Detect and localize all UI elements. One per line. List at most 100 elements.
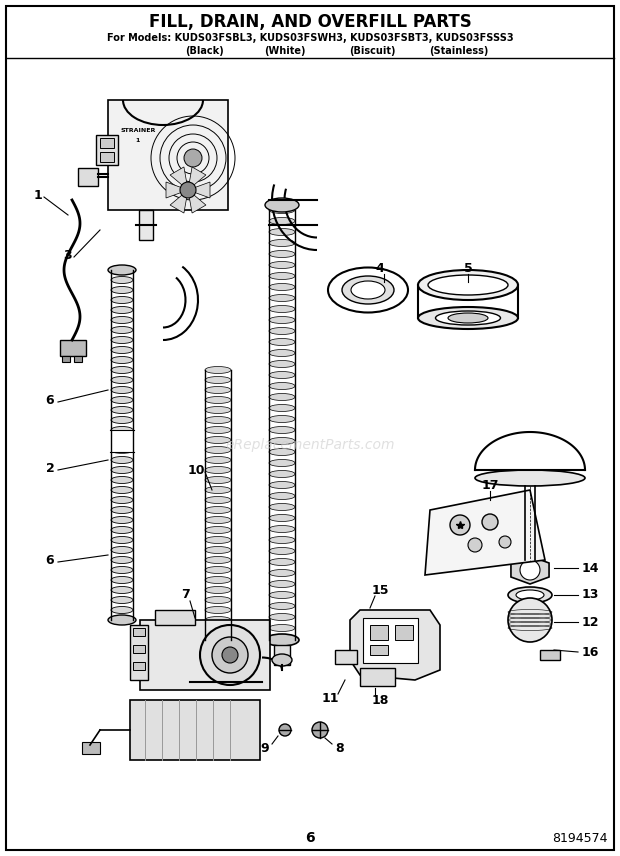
- Ellipse shape: [111, 586, 133, 593]
- Bar: [139, 210, 153, 240]
- Ellipse shape: [111, 366, 133, 373]
- Polygon shape: [350, 610, 440, 680]
- Text: (White): (White): [265, 46, 306, 56]
- Ellipse shape: [205, 387, 231, 394]
- Ellipse shape: [205, 567, 231, 574]
- Ellipse shape: [111, 336, 133, 343]
- Ellipse shape: [269, 558, 295, 566]
- Ellipse shape: [205, 417, 231, 424]
- Ellipse shape: [205, 627, 231, 633]
- Ellipse shape: [269, 526, 295, 532]
- Ellipse shape: [269, 338, 295, 346]
- Bar: [370, 645, 388, 655]
- Ellipse shape: [272, 654, 292, 666]
- Ellipse shape: [205, 546, 231, 554]
- Text: For Models: KUDS03FSBL3, KUDS03FSWH3, KUDS03FSBT3, KUDS03FSSS3: For Models: KUDS03FSBL3, KUDS03FSWH3, KU…: [107, 33, 513, 43]
- Ellipse shape: [205, 586, 231, 593]
- Ellipse shape: [269, 569, 295, 576]
- Ellipse shape: [108, 265, 136, 275]
- Ellipse shape: [205, 377, 231, 383]
- Text: 14: 14: [582, 562, 599, 574]
- Ellipse shape: [269, 217, 295, 224]
- Ellipse shape: [111, 556, 133, 563]
- Ellipse shape: [205, 537, 231, 544]
- Ellipse shape: [111, 287, 133, 294]
- Ellipse shape: [111, 477, 133, 484]
- Ellipse shape: [205, 496, 231, 503]
- Ellipse shape: [269, 349, 295, 356]
- Ellipse shape: [205, 576, 231, 584]
- Ellipse shape: [205, 396, 231, 403]
- Ellipse shape: [111, 437, 133, 443]
- Ellipse shape: [269, 317, 295, 324]
- Ellipse shape: [269, 328, 295, 335]
- Ellipse shape: [205, 486, 231, 494]
- Text: (Stainless): (Stainless): [429, 46, 489, 56]
- Ellipse shape: [205, 507, 231, 514]
- Bar: [133, 645, 145, 653]
- Ellipse shape: [269, 405, 295, 412]
- Ellipse shape: [269, 580, 295, 587]
- Bar: [210, 645, 226, 661]
- Text: 16: 16: [582, 645, 599, 658]
- Ellipse shape: [111, 537, 133, 544]
- Polygon shape: [170, 190, 188, 213]
- Ellipse shape: [269, 426, 295, 433]
- Ellipse shape: [269, 294, 295, 301]
- Bar: [100, 152, 114, 162]
- Ellipse shape: [269, 492, 295, 500]
- Ellipse shape: [269, 449, 295, 455]
- Ellipse shape: [205, 597, 231, 603]
- Ellipse shape: [111, 266, 133, 274]
- Ellipse shape: [269, 283, 295, 290]
- Ellipse shape: [111, 317, 133, 324]
- Ellipse shape: [269, 415, 295, 423]
- Ellipse shape: [269, 460, 295, 467]
- Ellipse shape: [111, 526, 133, 533]
- Ellipse shape: [448, 313, 488, 323]
- Ellipse shape: [269, 383, 295, 389]
- Ellipse shape: [269, 251, 295, 258]
- Circle shape: [468, 538, 482, 552]
- Ellipse shape: [269, 548, 295, 555]
- Ellipse shape: [111, 347, 133, 354]
- Text: 9: 9: [260, 741, 269, 754]
- Ellipse shape: [269, 206, 295, 213]
- Text: STRAINER: STRAINER: [120, 128, 156, 133]
- Ellipse shape: [205, 516, 231, 524]
- Ellipse shape: [428, 275, 508, 295]
- Polygon shape: [188, 167, 206, 190]
- Bar: [78, 168, 98, 186]
- Ellipse shape: [205, 447, 231, 454]
- Bar: [96, 135, 118, 165]
- Ellipse shape: [205, 366, 231, 373]
- Text: (Black): (Black): [185, 46, 224, 56]
- Ellipse shape: [516, 590, 544, 600]
- Text: 8: 8: [335, 741, 344, 754]
- Polygon shape: [188, 182, 210, 198]
- Ellipse shape: [205, 607, 231, 614]
- Circle shape: [200, 625, 260, 685]
- Ellipse shape: [269, 394, 295, 401]
- Circle shape: [499, 536, 511, 548]
- Bar: [133, 628, 145, 636]
- Ellipse shape: [269, 591, 295, 598]
- Circle shape: [180, 182, 196, 198]
- Ellipse shape: [111, 396, 133, 403]
- Ellipse shape: [111, 507, 133, 514]
- Polygon shape: [166, 182, 188, 198]
- Ellipse shape: [205, 616, 231, 623]
- Ellipse shape: [111, 567, 133, 574]
- Text: (Biscuit): (Biscuit): [348, 46, 396, 56]
- Circle shape: [508, 598, 552, 642]
- Ellipse shape: [328, 267, 408, 312]
- Circle shape: [184, 149, 202, 167]
- Ellipse shape: [111, 426, 133, 433]
- Ellipse shape: [111, 607, 133, 614]
- Ellipse shape: [111, 276, 133, 283]
- Bar: [140, 620, 270, 690]
- Ellipse shape: [111, 467, 133, 473]
- Bar: [335, 650, 357, 664]
- Ellipse shape: [418, 307, 518, 329]
- Bar: [100, 138, 114, 148]
